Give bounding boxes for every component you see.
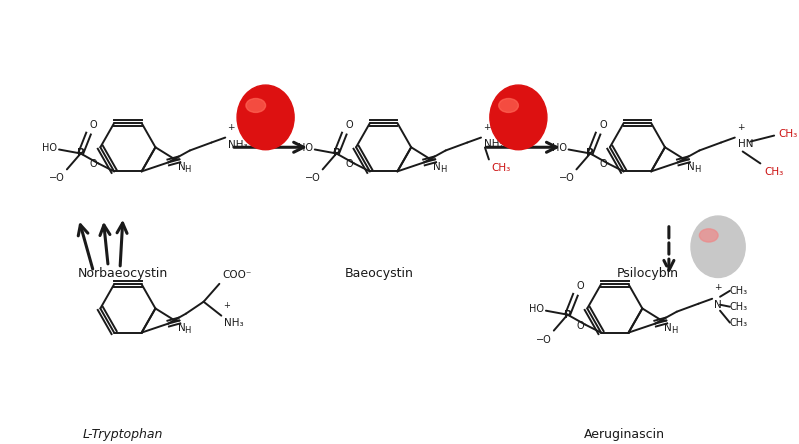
Text: N: N: [665, 323, 672, 333]
Text: PsiM: PsiM: [501, 111, 536, 124]
Text: N: N: [177, 162, 185, 172]
Text: HO: HO: [529, 304, 544, 314]
Text: HO: HO: [42, 143, 57, 152]
Text: PsiM: PsiM: [501, 111, 536, 124]
Text: O: O: [345, 119, 353, 130]
Text: P: P: [586, 148, 594, 159]
Text: Baeocystin: Baeocystin: [344, 267, 413, 280]
Text: N: N: [714, 300, 721, 310]
Text: CH₃: CH₃: [729, 286, 748, 296]
Text: −O: −O: [559, 173, 574, 183]
Text: H: H: [185, 165, 191, 174]
Text: CH₃: CH₃: [492, 163, 511, 174]
Text: −O: −O: [536, 335, 552, 345]
Text: N: N: [433, 162, 441, 172]
Text: HN: HN: [737, 139, 753, 149]
Text: PsiM: PsiM: [248, 111, 283, 124]
Text: CH₃: CH₃: [765, 167, 784, 178]
Text: N: N: [177, 323, 185, 333]
Text: −O: −O: [305, 173, 320, 183]
Text: CH₃: CH₃: [729, 317, 748, 328]
Text: H: H: [440, 165, 447, 174]
Text: +: +: [483, 123, 491, 131]
Text: NH₃: NH₃: [229, 139, 248, 150]
Text: L-Tryptophan: L-Tryptophan: [83, 428, 163, 441]
Text: +: +: [223, 301, 230, 310]
Text: P: P: [564, 309, 571, 320]
Text: PsiM: PsiM: [248, 111, 283, 124]
Text: NH₃: NH₃: [225, 317, 244, 328]
Ellipse shape: [699, 229, 718, 242]
Text: +: +: [737, 123, 744, 131]
Text: Aeruginascin: Aeruginascin: [584, 428, 665, 441]
Text: P: P: [77, 148, 85, 159]
Ellipse shape: [490, 85, 547, 150]
Text: NH₂: NH₂: [484, 139, 503, 149]
Text: Psilocybin: Psilocybin: [616, 267, 678, 280]
Text: O: O: [89, 159, 97, 170]
Text: H: H: [671, 326, 678, 335]
Text: HO: HO: [551, 143, 566, 152]
Text: O: O: [599, 159, 607, 170]
Text: O: O: [89, 119, 97, 130]
Text: −O: −O: [50, 173, 65, 183]
Text: O: O: [576, 281, 584, 291]
Text: HO: HO: [298, 143, 312, 152]
Ellipse shape: [246, 99, 265, 112]
Text: +: +: [227, 123, 235, 131]
Text: COO⁻: COO⁻: [222, 270, 252, 280]
Text: N: N: [687, 162, 695, 172]
Text: H: H: [694, 165, 701, 174]
Text: Norbaeocystin: Norbaeocystin: [78, 267, 168, 280]
Text: O: O: [577, 321, 584, 331]
Ellipse shape: [499, 99, 519, 112]
Text: H: H: [185, 326, 191, 335]
Text: O: O: [599, 119, 606, 130]
Text: P: P: [332, 148, 340, 159]
Text: CH₃: CH₃: [778, 129, 797, 139]
Text: PsiM?: PsiM?: [697, 240, 740, 253]
Text: PsiM?: PsiM?: [697, 240, 740, 253]
Text: +: +: [714, 283, 721, 292]
Text: CH₃: CH₃: [729, 302, 748, 312]
Ellipse shape: [237, 85, 294, 150]
Ellipse shape: [691, 216, 745, 278]
Text: O: O: [345, 159, 353, 170]
